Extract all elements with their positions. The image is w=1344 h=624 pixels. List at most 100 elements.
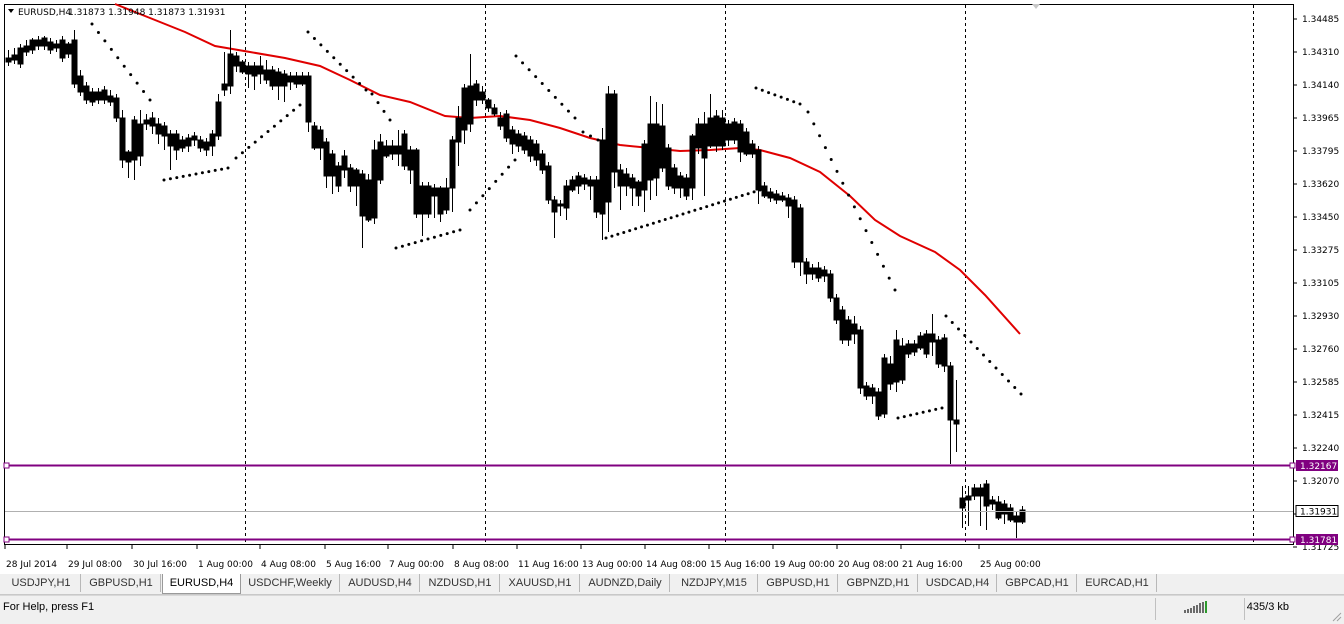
sar-dot [663,218,667,222]
level-handle-right[interactable] [1289,462,1296,469]
tab-eurusd-h4[interactable]: EURUSD,H4 [162,574,241,594]
candle-body-bear [989,499,996,505]
candle-body-bear [221,83,228,91]
sar-dot [319,43,323,47]
candle [107,90,114,106]
tab-gbpusd-h1[interactable]: GBPUSD,H1 [759,574,838,592]
candle-body-bear [791,199,798,263]
candle [851,316,858,344]
candle [929,314,936,356]
status-bar: For Help, press F1 435/3 kb [0,595,1344,624]
candle-body-bear [851,323,858,335]
candle [701,112,708,196]
sar-dot [902,415,906,419]
candle [581,174,588,190]
tab-audusd-h4[interactable]: AUDUSD,H4 [341,574,420,592]
candle-body-bear [107,95,114,103]
tab-gbpcad-h1[interactable]: GBPCAD,H1 [998,574,1077,592]
tab-gbpusd-h1[interactable]: GBPUSD,H1 [82,574,161,592]
tab-eurcad-h1[interactable]: EURCAD,H1 [1078,574,1157,592]
candle-body-bear [899,345,906,381]
candle-body-bear [479,91,486,101]
candle [305,72,312,132]
sar-dot [109,47,113,51]
candle [959,486,966,528]
current-price-tag: 1.31931 [1295,505,1339,518]
candle [629,174,636,206]
horizontal-level-lower[interactable] [3,536,1296,543]
chart-shift-marker-icon[interactable] [1032,4,1040,9]
horizontal-level-upper[interactable] [3,462,1296,469]
price-chart[interactable]: 1.34485 1.34310 1.34140 1.33965 1.33795 1.336… [0,0,1344,574]
vertical-grid [245,5,1254,545]
tab-usdchf-weekly[interactable]: USDCHF,Weekly [241,574,340,592]
candle-body-bear [521,135,528,151]
candle [245,62,252,88]
candle [809,264,816,280]
candle-body-bear [917,335,924,349]
tab-nzdjpy-m15[interactable]: NZDJPY,M15 [671,574,758,592]
tab-xauusd-h1[interactable]: XAUUSD,H1 [501,574,580,592]
candle [203,138,210,156]
candle [695,118,702,154]
candle [197,136,204,152]
chart-window[interactable]: 1.34485 1.34310 1.34140 1.33965 1.33795 1.336… [0,0,1344,575]
candle-body-bear [761,185,768,197]
candle [281,70,288,102]
sar-dot [806,110,810,114]
candle [779,192,786,202]
candle [473,80,480,106]
candle [641,140,648,212]
sar-dot [306,30,310,34]
candle-body-bear [269,69,276,87]
candle-body-bear [95,91,102,101]
tab-usdjpy-h1[interactable]: USDJPY,H1 [2,574,81,592]
level-handle-left[interactable] [3,462,10,469]
candle [227,30,234,94]
resize-grip-icon[interactable] [1330,610,1342,622]
level-handle-left[interactable] [3,536,10,543]
candle-body-bear [41,37,48,47]
candle-body-bear [863,385,870,397]
candle-body-bear [617,169,624,187]
candle-body-bear [575,175,582,187]
tab-audnzd-daily[interactable]: AUDNZD,Daily [581,574,670,592]
candle [287,72,294,90]
candle [71,30,78,88]
candle [803,258,810,284]
candle-body-bear [707,117,714,147]
tab-gbpnzd-h1[interactable]: GBPNZD,H1 [839,574,918,592]
tab-usdcad-h4[interactable]: USDCAD,H4 [919,574,997,592]
candle [743,128,750,156]
level-handle-right[interactable] [1289,536,1296,543]
candle-body-bear [545,165,552,201]
chart-menu-arrow-icon[interactable] [8,9,14,13]
candle [317,126,324,160]
tab-nzdusd-h1[interactable]: NZDUSD,H1 [421,574,500,592]
candle-body-bear [419,185,426,215]
candle [653,102,660,196]
current-price-value: 1.31931 [1300,508,1337,518]
candle-body-bear [977,487,984,497]
price-tick-label: 1.34140 [1302,81,1339,91]
candle [713,110,720,152]
candle-body-bear [155,123,162,135]
candle-body-bear [767,191,774,199]
sar-dot [829,157,833,161]
status-divider [1155,598,1156,620]
candle-body-bear [887,363,894,385]
candle [371,140,378,224]
candle [365,174,372,222]
sar-dot [129,73,133,77]
sar-dot [312,36,316,40]
sar-dot [573,116,577,120]
candle [617,164,624,210]
sar-dot [226,166,230,170]
sar-dot [921,410,925,414]
candle [131,116,138,180]
candle-body-bear [797,207,804,263]
candle [179,136,186,152]
candle [275,68,282,100]
sar-dot [934,407,938,411]
upper-level-price: 1.32167 [1300,462,1337,472]
